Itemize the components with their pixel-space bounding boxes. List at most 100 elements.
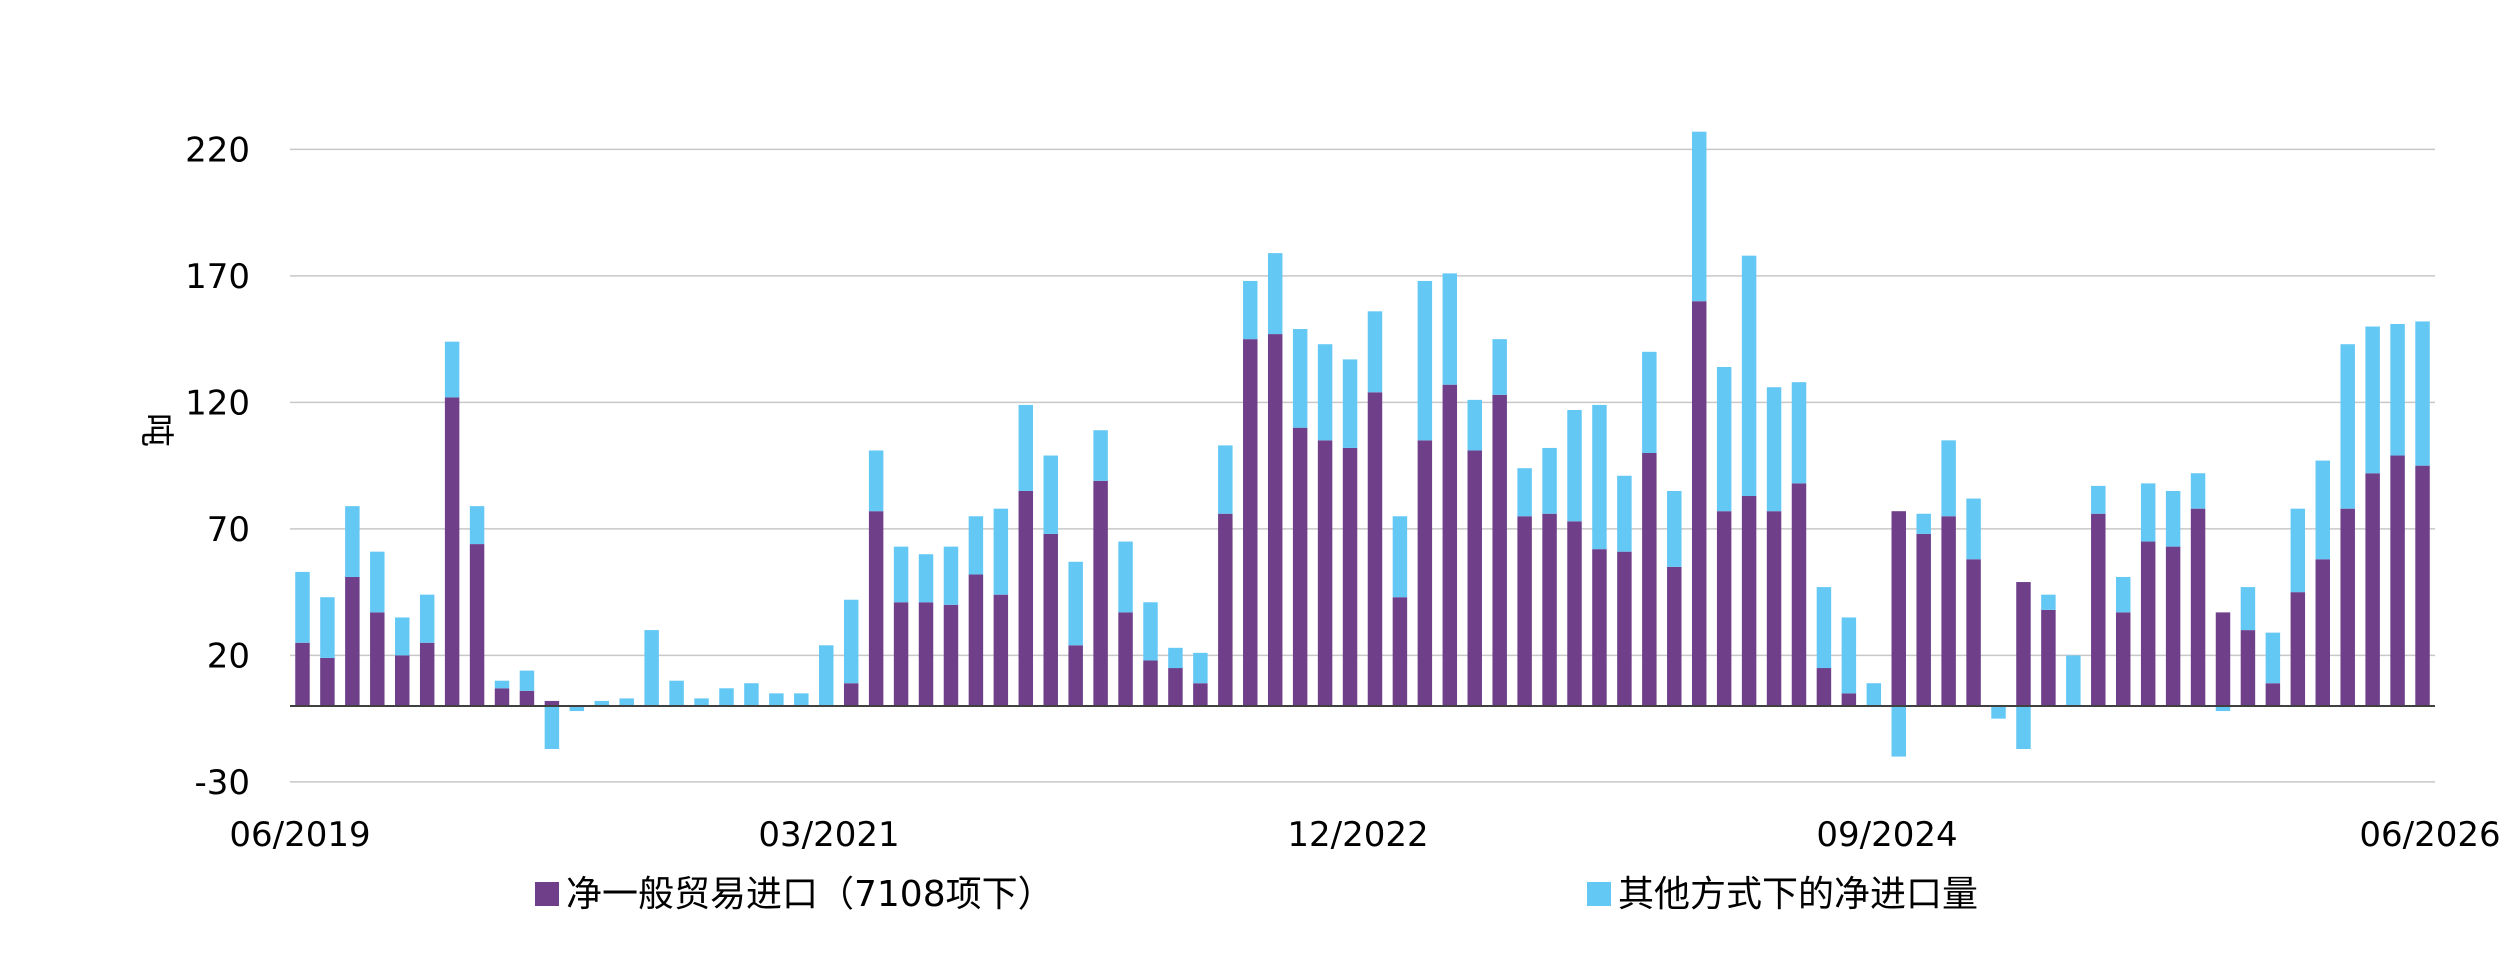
legend-swatch-general-trade xyxy=(535,882,559,906)
bar-other xyxy=(2215,706,2231,712)
bar-general-trade xyxy=(1841,693,1857,706)
bar-other xyxy=(1941,440,1956,517)
bar-general-trade xyxy=(1143,660,1158,706)
bar-other xyxy=(295,571,310,643)
bar-general-trade xyxy=(1218,513,1233,706)
bar-other xyxy=(2140,483,2156,542)
bar-general-trade xyxy=(1741,496,1757,706)
y-tick-label: 220 xyxy=(185,130,250,170)
bar-other xyxy=(719,688,734,706)
bar-other xyxy=(918,554,934,603)
bar-other xyxy=(843,599,859,684)
bar-general-trade xyxy=(1018,490,1034,706)
bar-general-trade xyxy=(1193,683,1208,706)
bar-general-trade xyxy=(1816,668,1832,706)
bar-general-trade xyxy=(295,642,310,706)
bar-other xyxy=(2091,485,2106,514)
bar-other xyxy=(794,693,809,706)
bar-other xyxy=(519,670,535,691)
bar-general-trade xyxy=(2016,582,2031,706)
bar-general-trade xyxy=(2041,609,2056,706)
bar-other xyxy=(2265,632,2281,684)
bar-general-trade xyxy=(968,574,984,706)
bar-other xyxy=(1542,447,1557,514)
bar-other xyxy=(769,693,784,706)
bar-other xyxy=(1667,490,1682,567)
bar-general-trade xyxy=(419,642,435,706)
bar-other xyxy=(2365,326,2380,474)
bar-other xyxy=(819,645,834,706)
bar-general-trade xyxy=(2365,473,2380,706)
bar-other xyxy=(993,508,1009,595)
bar-general-trade xyxy=(2165,546,2181,706)
bar-general-trade xyxy=(370,612,385,706)
bar-general-trade xyxy=(1691,301,1707,706)
bar-general-trade xyxy=(1417,440,1433,706)
bar-general-trade xyxy=(1118,612,1133,706)
bar-general-trade xyxy=(1916,533,1931,706)
bar-general-trade xyxy=(1966,559,1981,706)
bar-other xyxy=(1193,652,1208,684)
bar-general-trade xyxy=(1567,521,1582,706)
bar-other xyxy=(1642,351,1657,453)
bar-general-trade xyxy=(1243,339,1258,706)
bar-general-trade xyxy=(1617,551,1632,706)
bar-general-trade xyxy=(1766,511,1782,706)
bar-general-trade xyxy=(345,576,360,706)
bar-general-trade xyxy=(2340,508,2355,706)
bar-general-trade xyxy=(2115,612,2131,706)
bar-other xyxy=(893,546,909,603)
bar-other xyxy=(619,698,634,706)
bar-other xyxy=(1816,587,1832,669)
bar-general-trade xyxy=(1367,392,1383,706)
bar-other xyxy=(1118,541,1133,613)
bar-general-trade xyxy=(2315,559,2330,706)
bar-other xyxy=(669,680,684,706)
bar-general-trade xyxy=(1467,450,1482,706)
bar-general-trade xyxy=(2190,508,2206,706)
bar-general-trade xyxy=(1043,533,1058,706)
bar-general-trade xyxy=(1941,516,1956,706)
bar-general-trade xyxy=(2091,513,2106,706)
bar-other xyxy=(1741,255,1757,497)
bar-general-trade xyxy=(1542,513,1557,706)
bar-other xyxy=(2390,323,2405,456)
x-tick-labels: 06/2019 03/2021 12/2022 09/2024 06/2026 xyxy=(229,815,2500,855)
y-tick-label: 120 xyxy=(185,383,250,423)
bar-general-trade xyxy=(1292,427,1308,706)
bar-general-trade xyxy=(893,602,909,706)
bar-general-trade xyxy=(1068,645,1083,706)
legend-swatch-other xyxy=(1587,882,1611,906)
bar-other xyxy=(1866,683,1882,706)
bar-other xyxy=(1367,311,1383,393)
bar-other xyxy=(1417,280,1433,441)
bar-other xyxy=(1567,409,1582,522)
bar-general-trade xyxy=(1642,453,1657,706)
bar-general-trade xyxy=(469,544,485,706)
bar-general-trade xyxy=(1342,447,1358,706)
bar-other xyxy=(444,341,460,398)
bar-other xyxy=(868,450,884,512)
y-tick-label: 170 xyxy=(185,257,250,297)
bar-other xyxy=(1442,273,1458,385)
x-tick-label: 09/2024 xyxy=(1816,815,1957,855)
bar-other xyxy=(1467,399,1482,451)
bar-other xyxy=(1991,706,2006,719)
bar-general-trade xyxy=(1267,334,1283,706)
bar-general-trade xyxy=(2215,612,2231,706)
bar-other xyxy=(1018,404,1034,491)
x-tick-label: 03/2021 xyxy=(758,815,899,855)
bar-other xyxy=(1841,617,1857,694)
bar-other xyxy=(2041,594,2056,610)
bar-general-trade xyxy=(1891,511,1906,706)
bar-general-trade xyxy=(519,690,535,706)
bar-other xyxy=(1766,387,1782,512)
bar-other xyxy=(1218,445,1233,514)
bar-other xyxy=(1791,382,1807,484)
bar-other xyxy=(2290,508,2306,593)
legend: 净一般贸易进口（7108项下） 其他方式下的净进口量 xyxy=(535,874,1978,915)
x-tick-label: 12/2022 xyxy=(1287,815,1428,855)
bar-other xyxy=(1891,706,1906,757)
bar-general-trade xyxy=(943,604,959,706)
